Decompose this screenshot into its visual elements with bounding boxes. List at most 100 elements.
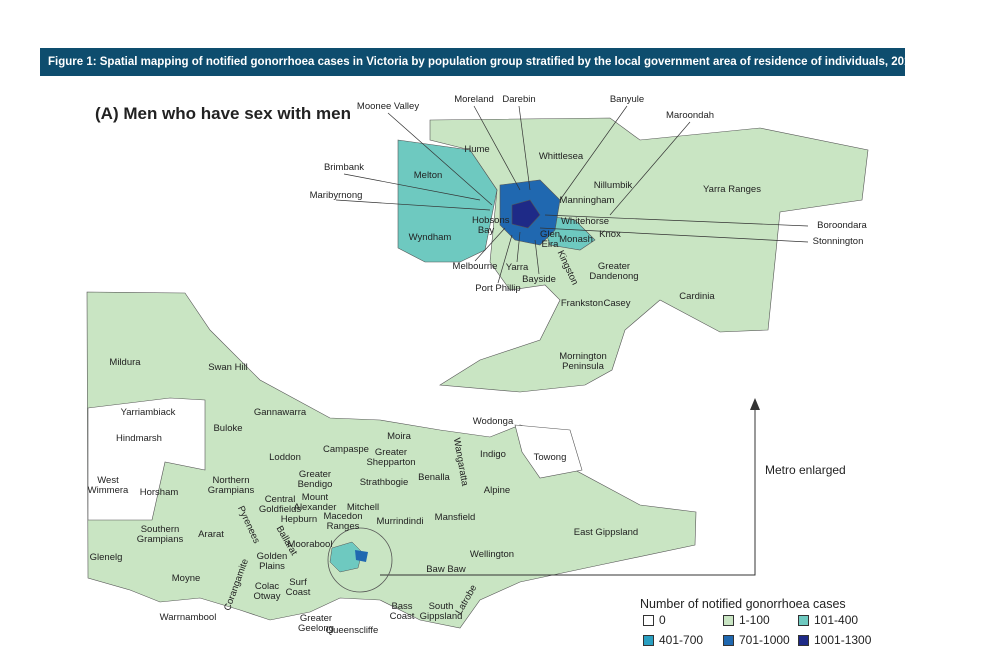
region-state	[86, 291, 697, 629]
region-label: Wellington	[469, 549, 515, 560]
leader-line	[544, 214, 809, 227]
region-label: Greater Bendigo	[297, 469, 333, 490]
region-core	[511, 199, 541, 229]
region-label: Monash	[559, 234, 593, 245]
region-towong	[514, 424, 583, 479]
legend-item: 401-700	[643, 633, 703, 647]
region-label: Southern Grampians	[136, 524, 184, 545]
region-label: Moira	[387, 431, 411, 442]
leader-line	[474, 227, 506, 262]
region-label: Casey	[603, 298, 631, 309]
enlarge-arrow	[380, 405, 756, 576]
region-label: Yarriambiack	[120, 407, 176, 418]
region-label: South Gippsland	[419, 601, 463, 622]
region-label: Macedon Ranges	[323, 511, 363, 532]
region-label: Melton	[413, 170, 443, 181]
arrow-head	[750, 398, 760, 410]
region-label: Queenscliffe	[325, 625, 379, 636]
region-label: Brimbank	[323, 162, 365, 173]
region-label: Greater Dandenong	[589, 261, 639, 282]
region-label: Mount Alexander	[293, 492, 337, 513]
panel-title: (A) Men who have sex with men	[95, 104, 351, 123]
region-label: Gannawarra	[253, 407, 307, 418]
region-label: Alpine	[483, 485, 511, 496]
region-label: Greater Geelong	[298, 613, 334, 634]
region-label: Manningham	[559, 195, 615, 206]
region-label: Ararat	[198, 529, 224, 540]
region-label: Nillumbik	[593, 180, 633, 191]
legend-item: 101-400	[798, 613, 858, 627]
region-label: Strathbogie	[359, 477, 409, 488]
leader-line	[473, 105, 521, 191]
region-label: Mornington Peninsula	[559, 351, 607, 372]
region-label: Horsham	[139, 487, 179, 498]
leader-line	[534, 239, 540, 275]
region-label: Golden Plains	[256, 551, 288, 572]
region-label: Hindmarsh	[116, 433, 162, 444]
region-wimmera-west	[87, 397, 206, 521]
region-label: Benalla	[418, 472, 450, 483]
region-label: Cardinia	[679, 291, 715, 302]
region-label: Hume	[464, 144, 490, 155]
region-label: Central Goldfields	[258, 494, 302, 515]
legend-swatch	[798, 634, 809, 646]
legend-swatch	[643, 614, 654, 626]
region-label: Greater Shepparton	[366, 447, 416, 468]
region-label: Mitchell	[346, 502, 380, 513]
region-label: Murrindindi	[376, 516, 424, 527]
region-label: Campaspe	[323, 444, 369, 455]
region-label: Stonnington	[812, 236, 864, 247]
legend-swatch	[643, 634, 654, 646]
region-label: Swan Hill	[208, 362, 248, 373]
region-label: Whittlesea	[538, 151, 584, 162]
legend-item: 1-100	[723, 613, 770, 627]
metro-mini	[329, 541, 363, 573]
legend-label: 1-100	[739, 613, 770, 627]
region-label: Maroondah	[665, 110, 715, 121]
region-label: Port Phillip	[475, 283, 521, 294]
region-label: Hobsons Bay	[472, 215, 510, 236]
region-label: Glenelg	[89, 552, 123, 563]
region-label: Wodonga	[472, 416, 514, 427]
legend-swatch	[798, 614, 809, 626]
region-label: Whitehorse	[560, 216, 610, 227]
leader-line	[516, 231, 521, 263]
leader-line	[539, 227, 809, 243]
legend-item: 701-1000	[723, 633, 790, 647]
legend-label: 701-1000	[739, 633, 790, 647]
region-label: Northern Grampians	[207, 475, 255, 496]
region-label: Loddon	[269, 452, 301, 463]
legend-item: 0	[643, 613, 666, 627]
legend-item: 1001-1300	[798, 633, 871, 647]
region-label: Bayside	[522, 274, 556, 285]
region-label: Boroondara	[817, 220, 867, 231]
leader-line	[518, 105, 531, 191]
legend-swatch	[723, 634, 734, 646]
region-label: Mansfield	[434, 512, 476, 523]
leader-line	[497, 234, 513, 284]
leader-line	[387, 112, 493, 206]
leader-line	[335, 199, 491, 211]
region-label: Frankston	[560, 298, 604, 309]
legend-label: 0	[659, 613, 666, 627]
region-label: Yarra Ranges	[703, 184, 761, 195]
region-label: Colac Otway	[253, 581, 281, 602]
legend-title: Number of notified gonorrhoea cases	[640, 597, 846, 611]
region-label: Yarra	[505, 262, 529, 273]
metro-mini-core	[355, 550, 368, 562]
region-metro	[429, 117, 869, 393]
leader-line	[609, 121, 691, 216]
metro-locator	[327, 527, 393, 593]
region-label: Darebin	[502, 94, 536, 105]
region-label: Knox	[599, 229, 621, 240]
region-label: Banyule	[609, 94, 645, 105]
legend-swatch	[723, 614, 734, 626]
region-label: Indigo	[480, 449, 506, 460]
region-label: Baw Baw	[426, 564, 466, 575]
region-label: Wyndham	[408, 232, 452, 243]
region-label: Moonee Valley	[356, 101, 420, 112]
region-label: Warrnambool	[159, 612, 217, 623]
region-label: Hepburn	[280, 514, 318, 525]
